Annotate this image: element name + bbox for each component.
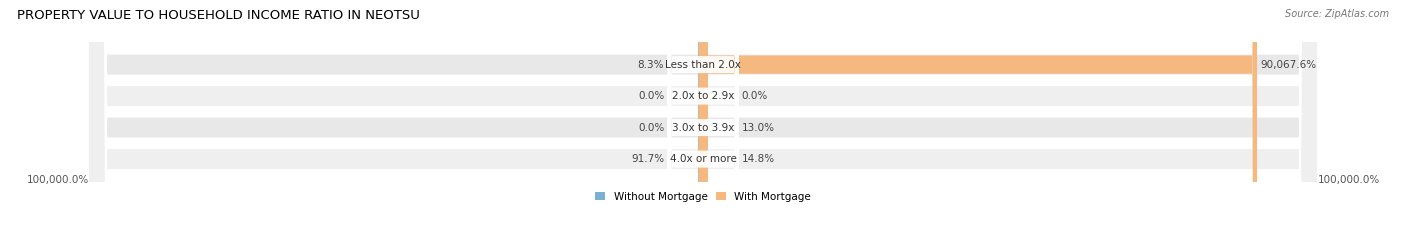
FancyBboxPatch shape bbox=[668, 0, 738, 233]
FancyBboxPatch shape bbox=[697, 0, 707, 233]
Text: 100,000.0%: 100,000.0% bbox=[27, 175, 89, 185]
FancyBboxPatch shape bbox=[668, 0, 738, 233]
Text: 14.8%: 14.8% bbox=[742, 154, 775, 164]
Text: 3.0x to 3.9x: 3.0x to 3.9x bbox=[672, 123, 734, 133]
FancyBboxPatch shape bbox=[668, 0, 738, 233]
Legend: Without Mortgage, With Mortgage: Without Mortgage, With Mortgage bbox=[595, 192, 811, 202]
FancyBboxPatch shape bbox=[699, 0, 709, 233]
FancyBboxPatch shape bbox=[87, 0, 1319, 233]
FancyBboxPatch shape bbox=[699, 0, 709, 233]
Text: 0.0%: 0.0% bbox=[742, 91, 768, 101]
Text: 91.7%: 91.7% bbox=[631, 154, 664, 164]
Text: Less than 2.0x: Less than 2.0x bbox=[665, 60, 741, 70]
FancyBboxPatch shape bbox=[87, 0, 1319, 233]
Text: 8.3%: 8.3% bbox=[638, 60, 664, 70]
FancyBboxPatch shape bbox=[87, 0, 1319, 233]
Text: PROPERTY VALUE TO HOUSEHOLD INCOME RATIO IN NEOTSU: PROPERTY VALUE TO HOUSEHOLD INCOME RATIO… bbox=[17, 9, 420, 22]
FancyBboxPatch shape bbox=[87, 0, 1319, 233]
Text: 13.0%: 13.0% bbox=[742, 123, 775, 133]
Text: 100,000.0%: 100,000.0% bbox=[1317, 175, 1379, 185]
Text: 0.0%: 0.0% bbox=[638, 91, 664, 101]
FancyBboxPatch shape bbox=[703, 0, 1257, 233]
FancyBboxPatch shape bbox=[668, 0, 738, 233]
Text: 4.0x or more: 4.0x or more bbox=[669, 154, 737, 164]
Text: 2.0x to 2.9x: 2.0x to 2.9x bbox=[672, 91, 734, 101]
Text: 90,067.6%: 90,067.6% bbox=[1260, 60, 1316, 70]
Text: 0.0%: 0.0% bbox=[638, 123, 664, 133]
Text: Source: ZipAtlas.com: Source: ZipAtlas.com bbox=[1285, 9, 1389, 19]
FancyBboxPatch shape bbox=[697, 0, 707, 233]
